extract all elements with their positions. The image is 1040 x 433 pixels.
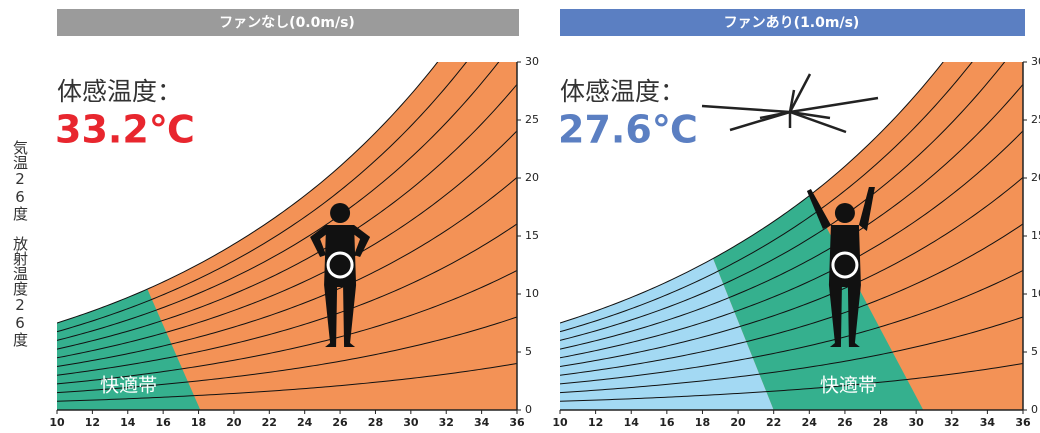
x-tick-label: 22	[262, 416, 277, 429]
zone	[707, 184, 924, 410]
arms	[310, 225, 371, 257]
humidity-line	[57, 270, 517, 385]
x-tick-label: 32	[439, 416, 454, 429]
x-tick-label: 16	[155, 416, 171, 429]
fan-blade	[759, 110, 791, 120]
x-tick-label: 34	[474, 416, 490, 429]
y-tick-label: 15	[525, 229, 539, 242]
fan-blade	[789, 110, 831, 120]
x-tick-label: 16	[659, 416, 675, 429]
zone-label: 快適帯	[820, 375, 877, 397]
fan-blade	[789, 110, 847, 134]
annotation: 体感温度：	[560, 77, 685, 106]
head	[834, 203, 855, 223]
x-tick-label: 18	[191, 416, 206, 429]
side-label: 放射温度26度	[11, 236, 29, 347]
y-tick-label: 5	[525, 345, 532, 358]
x-tick-label: 30	[908, 416, 924, 429]
x-tick-label: 26	[837, 416, 853, 429]
x-tick-label: 20	[226, 416, 242, 429]
annotation: 体感温度：	[57, 77, 182, 106]
humidity-line	[57, 223, 517, 376]
humidity-line	[560, 62, 944, 324]
x-tick-label: 30	[403, 416, 419, 429]
area	[57, 62, 517, 410]
zone-label: 快適帯	[100, 375, 157, 397]
feels-like: 27.6℃	[558, 108, 698, 152]
x-tick-label: 14	[120, 416, 136, 429]
x-tick-label: 32	[944, 416, 959, 429]
humidity-line	[560, 223, 1023, 376]
humidity-line	[560, 270, 1023, 385]
x-tick-label: 14	[624, 416, 640, 429]
x-tick-label: 28	[873, 416, 888, 429]
x-tick-label: 24	[802, 416, 818, 429]
y-tick-label: 10	[525, 287, 539, 300]
x-tick-label: 10	[552, 416, 568, 429]
y-tick-label: 0	[1031, 403, 1038, 416]
plot-area	[560, 62, 1023, 410]
y-tick-label: 25	[1031, 113, 1040, 126]
humidity-line	[560, 62, 1006, 341]
humidity-line	[57, 316, 517, 394]
x-tick-label: 36	[1015, 416, 1031, 429]
plot-area	[57, 62, 517, 410]
header-bar	[57, 9, 519, 36]
humidity-line	[57, 62, 500, 341]
x-tick-label: 28	[368, 416, 383, 429]
x-tick-label: 26	[332, 416, 348, 429]
x-tick-label: 20	[730, 416, 746, 429]
marker	[326, 251, 354, 279]
humidity-line	[57, 362, 517, 402]
humidity-line	[57, 84, 517, 350]
y-tick-label: 30	[525, 55, 539, 68]
header-title: ファンあり(1.0m/s)	[724, 15, 860, 31]
header-title: ファンなし(0.0m/s)	[219, 15, 355, 31]
header-bar	[560, 9, 1025, 36]
y-tick-label: 5	[1031, 345, 1038, 358]
humidity-line	[560, 84, 1023, 350]
y-tick-label: 0	[525, 403, 532, 416]
fan-blade	[788, 73, 812, 113]
x-tick-label: 24	[297, 416, 313, 429]
x-tick-label: 12	[588, 416, 603, 429]
fan-blade	[701, 104, 791, 114]
fan-blade	[789, 96, 879, 114]
side-label: 気温26度	[11, 140, 29, 221]
humidity-line	[560, 316, 1023, 394]
y-tick-label: 20	[525, 171, 539, 184]
x-tick-label: 36	[509, 416, 525, 429]
x-tick-label: 22	[766, 416, 781, 429]
y-tick-label: 30	[1031, 55, 1040, 68]
head	[330, 203, 351, 223]
arms	[806, 187, 875, 231]
humidity-line	[560, 362, 1023, 402]
humidity-line	[560, 130, 1023, 359]
y-tick-label: 15	[1031, 229, 1040, 242]
fan	[701, 73, 879, 134]
fan-pole	[788, 89, 796, 113]
humidity-line	[57, 177, 517, 367]
y-tick-label: 20	[1031, 171, 1040, 184]
marker	[831, 251, 859, 279]
humidity-line	[57, 130, 517, 359]
humidity-line	[560, 62, 973, 333]
humidity-line	[57, 62, 439, 324]
humidity-line	[57, 62, 468, 333]
y-tick-label: 25	[525, 113, 539, 126]
x-tick-label: 18	[695, 416, 710, 429]
x-tick-label: 34	[980, 416, 996, 429]
x-tick-label: 12	[85, 416, 100, 429]
humidity-line	[560, 177, 1023, 367]
y-tick-label: 10	[1031, 287, 1040, 300]
x-tick-label: 10	[49, 416, 65, 429]
feels-like: 33.2℃	[55, 108, 195, 152]
